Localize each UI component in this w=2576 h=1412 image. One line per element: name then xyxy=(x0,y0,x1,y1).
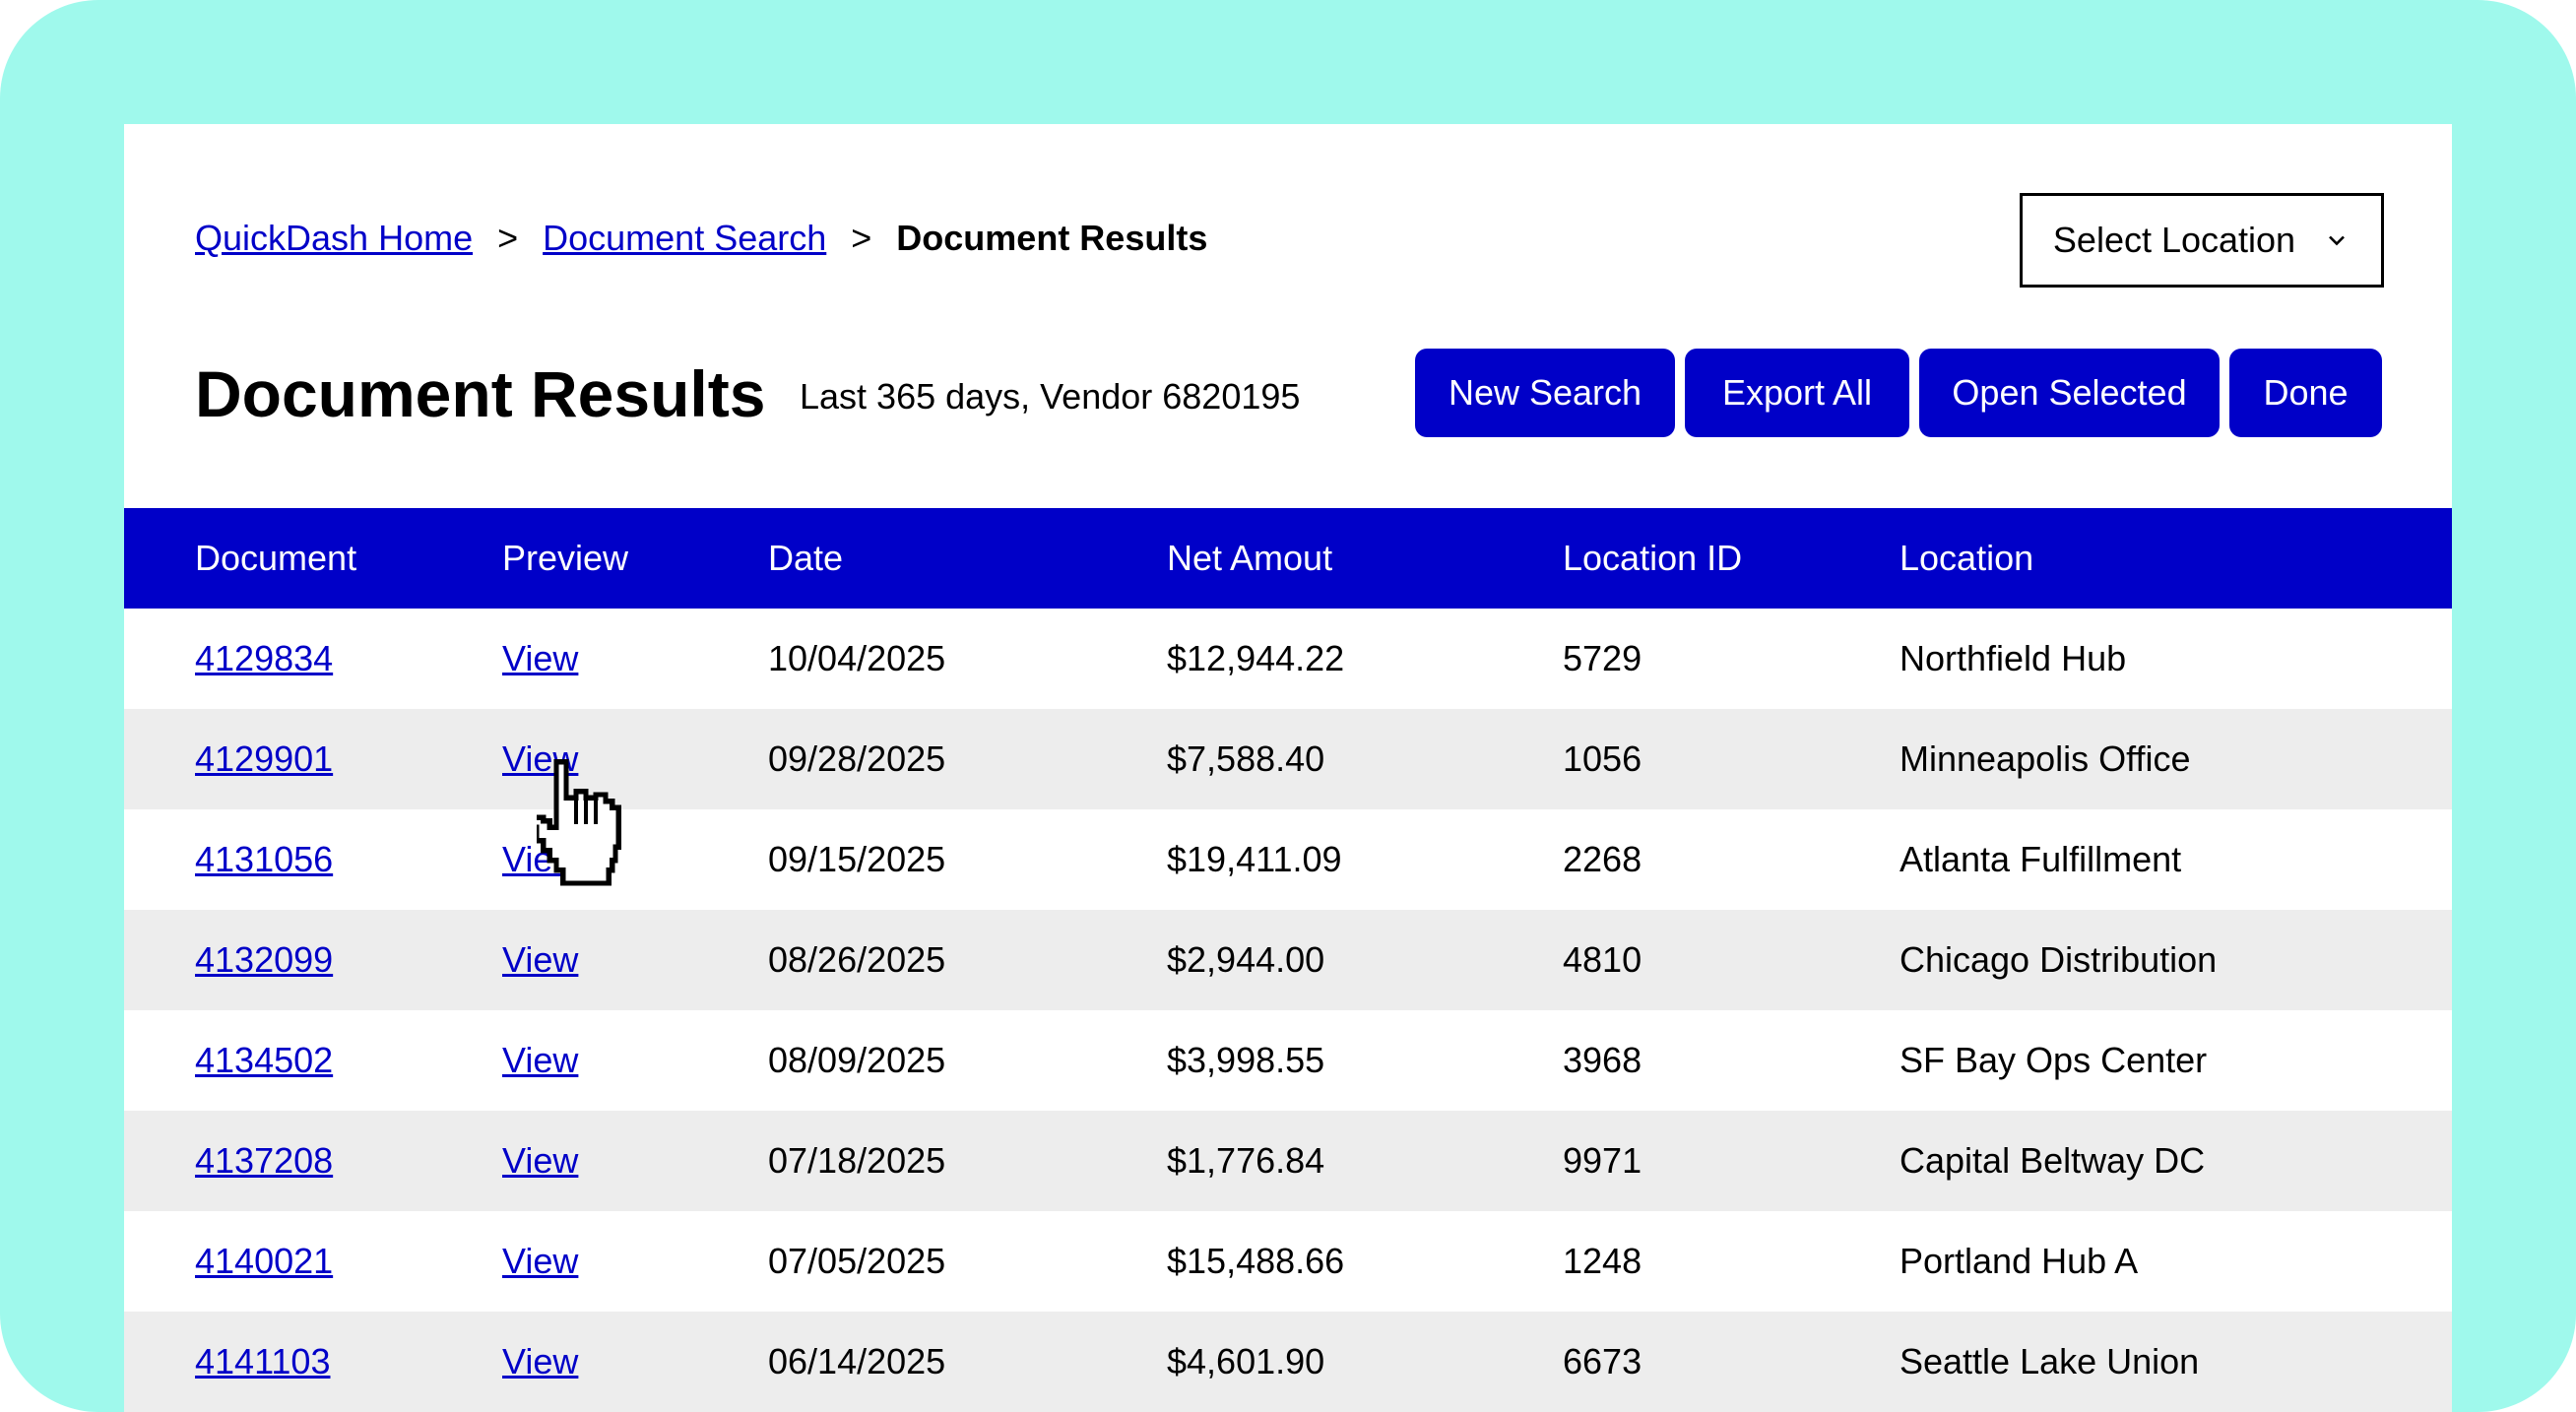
location-cell: Chicago Distribution xyxy=(1900,939,2218,980)
location-cell: Minneapolis Office xyxy=(1900,738,2191,779)
column-header-net-amount[interactable]: Net Amout xyxy=(1167,538,1333,578)
column-header-location[interactable]: Location xyxy=(1900,538,2034,578)
net-amount-cell: $7,588.40 xyxy=(1167,738,1325,779)
preview-link[interactable]: View xyxy=(502,1040,579,1080)
column-header-date[interactable]: Date xyxy=(768,538,844,578)
date-cell: 08/26/2025 xyxy=(768,939,946,980)
breadcrumb-search-link[interactable]: Document Search xyxy=(543,218,827,258)
location-id-cell: 9971 xyxy=(1563,1140,1642,1181)
location-cell: Capital Beltway DC xyxy=(1900,1140,2206,1181)
location-id-cell: 6673 xyxy=(1563,1341,1642,1381)
location-cell: Seattle Lake Union xyxy=(1900,1341,2200,1381)
results-table: Document Preview Date Net Amout Location… xyxy=(124,508,2452,1412)
date-cell: 06/14/2025 xyxy=(768,1341,946,1381)
location-cell: Northfield Hub xyxy=(1900,638,2127,678)
preview-link[interactable]: View xyxy=(502,1341,579,1381)
column-header-preview[interactable]: Preview xyxy=(502,538,629,578)
column-header-document[interactable]: Document xyxy=(195,538,357,578)
preview-link[interactable]: View xyxy=(502,1140,579,1181)
table-row: 4129834 View 10/04/2025 $12,944.22 5729 North… xyxy=(124,609,2452,709)
search-criteria: Last 365 days, Vendor 6820195 xyxy=(800,376,1301,417)
main-panel: QuickDash Home > Document Search > Docum… xyxy=(124,124,2452,1412)
location-cell: SF Bay Ops Center xyxy=(1900,1040,2208,1080)
net-amount-cell: $2,944.00 xyxy=(1167,939,1325,980)
preview-link[interactable]: View xyxy=(502,638,579,678)
breadcrumb: QuickDash Home > Document Search > Docum… xyxy=(195,218,1207,259)
document-link[interactable]: 4129834 xyxy=(195,638,334,678)
table-row: 4141103 View 06/14/2025 $4,601.90 6673 Seattl… xyxy=(124,1312,2452,1412)
done-button[interactable]: Done xyxy=(2229,349,2382,437)
document-link[interactable]: 4131056 xyxy=(195,839,334,879)
location-id-cell: 2268 xyxy=(1563,839,1642,879)
date-cell: 09/28/2025 xyxy=(768,738,946,779)
table-row: 4132099 View 08/26/2025 $2,944.00 4810 Chicag… xyxy=(124,910,2452,1010)
date-cell: 10/04/2025 xyxy=(768,638,946,678)
document-link[interactable]: 4141103 xyxy=(195,1341,331,1381)
open-selected-button[interactable]: Open Selected xyxy=(1919,349,2220,437)
column-header-location-id[interactable]: Location ID xyxy=(1563,538,1743,578)
date-cell: 08/09/2025 xyxy=(768,1040,946,1080)
location-id-cell: 1056 xyxy=(1563,738,1642,779)
breadcrumb-separator: > xyxy=(497,218,519,258)
table-row: 4137208 View 07/18/2025 $1,776.84 9971 Capita… xyxy=(124,1111,2452,1211)
document-link[interactable]: 4140021 xyxy=(195,1241,334,1281)
date-cell: 09/15/2025 xyxy=(768,839,946,879)
chevron-down-icon xyxy=(2329,235,2345,246)
table-body: 4129834 View 10/04/2025 $12,944.22 5729 North… xyxy=(124,609,2452,1412)
table-header: Document Preview Date Net Amout Location… xyxy=(124,508,2452,609)
breadcrumb-current: Document Results xyxy=(896,218,1208,258)
date-cell: 07/18/2025 xyxy=(768,1140,946,1181)
table-row: 4140021 View 07/05/2025 $15,488.66 1248 Portl… xyxy=(124,1211,2452,1312)
hand-pointer-icon xyxy=(537,759,621,886)
breadcrumb-home-link[interactable]: QuickDash Home xyxy=(195,218,474,258)
date-cell: 07/05/2025 xyxy=(768,1241,946,1281)
action-bar: New Search Export All Open Selected Done xyxy=(1415,349,2382,437)
location-id-cell: 1248 xyxy=(1563,1241,1642,1281)
location-select[interactable]: Select Location xyxy=(2020,193,2384,288)
net-amount-cell: $12,944.22 xyxy=(1167,638,1345,678)
document-link[interactable]: 4137208 xyxy=(195,1140,334,1181)
net-amount-cell: $1,776.84 xyxy=(1167,1140,1325,1181)
document-link[interactable]: 4129901 xyxy=(195,738,334,779)
export-all-button[interactable]: Export All xyxy=(1685,349,1909,437)
location-select-label: Select Location xyxy=(2052,220,2296,260)
net-amount-cell: $15,488.66 xyxy=(1167,1241,1345,1281)
net-amount-cell: $3,998.55 xyxy=(1167,1040,1325,1080)
location-id-cell: 4810 xyxy=(1563,939,1642,980)
preview-link[interactable]: View xyxy=(502,1241,579,1281)
location-id-cell: 3968 xyxy=(1563,1040,1642,1080)
table-row: 4134502 View 08/09/2025 $3,998.55 3968 SF Bay… xyxy=(124,1010,2452,1111)
page-title: Document Results xyxy=(195,357,766,430)
net-amount-cell: $19,411.09 xyxy=(1167,839,1342,879)
breadcrumb-separator: > xyxy=(851,218,872,258)
table-row: 4131056 View 09/15/2025 $19,411.09 2268 Atlan… xyxy=(124,809,2452,910)
location-id-cell: 5729 xyxy=(1563,638,1642,678)
location-cell: Atlanta Fulfillment xyxy=(1900,839,2182,879)
document-link[interactable]: 4134502 xyxy=(195,1040,334,1080)
document-link[interactable]: 4132099 xyxy=(195,939,334,980)
table-row: 4129901 View 09/28/2025 $7,588.40 1056 Minnea… xyxy=(124,709,2452,809)
new-search-button[interactable]: New Search xyxy=(1415,349,1675,437)
location-cell: Portland Hub A xyxy=(1900,1241,2139,1281)
net-amount-cell: $4,601.90 xyxy=(1167,1341,1325,1381)
preview-link[interactable]: View xyxy=(502,939,579,980)
